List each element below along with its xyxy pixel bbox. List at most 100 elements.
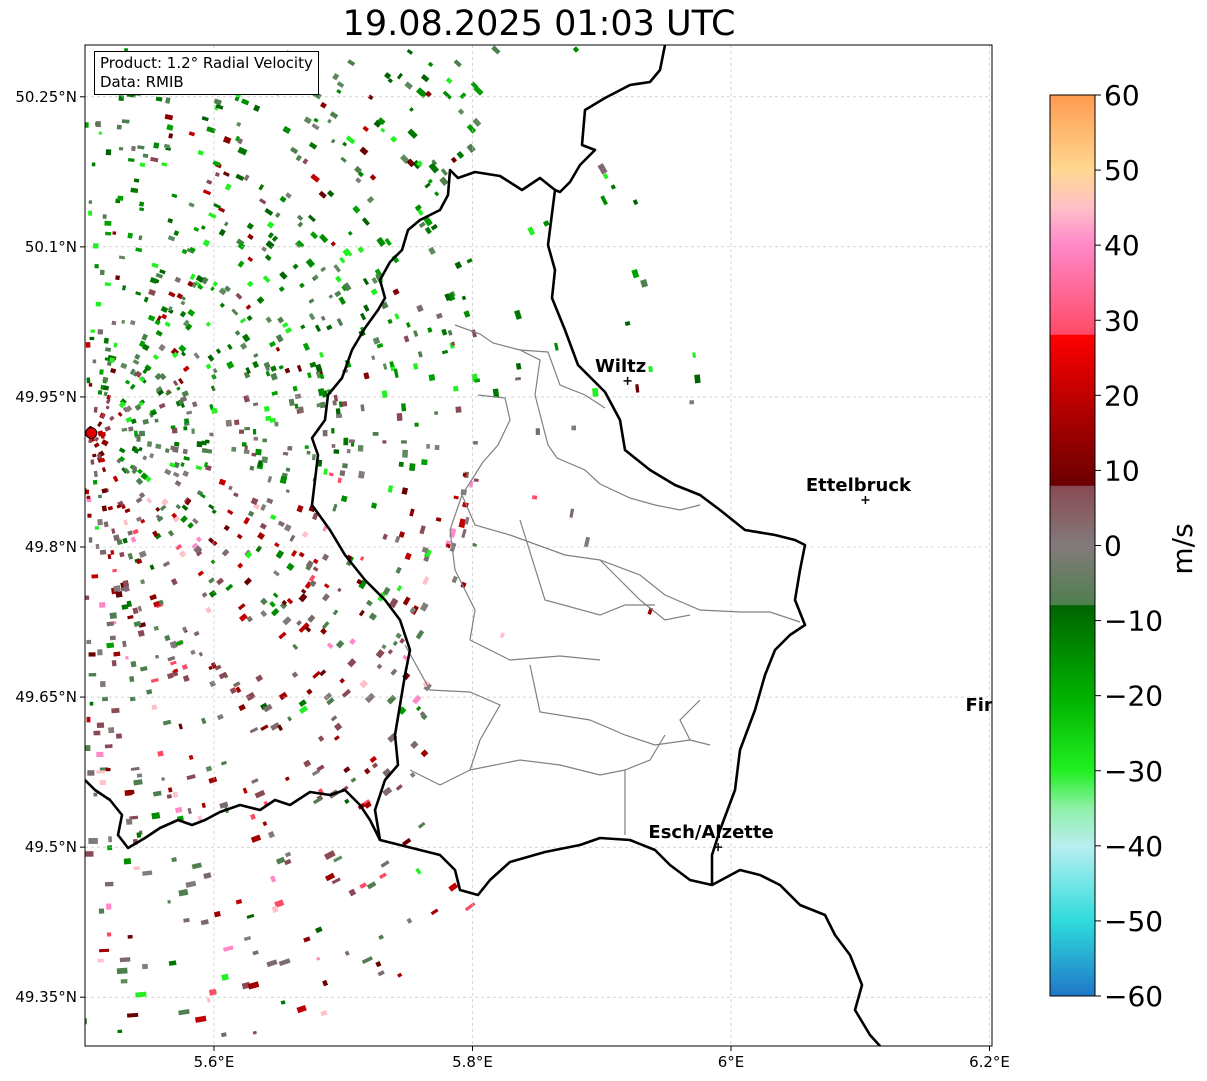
velocity-bin <box>224 183 232 191</box>
velocity-bin <box>197 284 204 290</box>
velocity-bin <box>235 686 242 694</box>
velocity-bin <box>177 399 183 405</box>
velocity-bin <box>390 135 398 143</box>
velocity-bin <box>258 183 265 191</box>
velocity-bin <box>103 521 109 528</box>
velocity-bin <box>157 750 164 757</box>
velocity-bin <box>155 506 161 512</box>
velocity-bin <box>243 174 250 182</box>
velocity-bin <box>138 235 143 241</box>
map-panel[interactable]: Wiltz Ettelbruck Findel Esch/Alzette <box>77 44 1207 1047</box>
velocity-bin <box>123 858 132 865</box>
velocity-bin <box>296 364 303 373</box>
velocity-bin <box>173 230 180 236</box>
velocity-bin <box>206 126 216 134</box>
velocity-bin <box>138 550 147 559</box>
velocity-bin <box>316 956 321 961</box>
velocity-bin <box>290 549 298 557</box>
velocity-bin <box>422 576 430 586</box>
radar-site-marker <box>85 426 98 439</box>
velocity-bin <box>344 950 350 956</box>
velocity-bin <box>132 359 140 366</box>
velocity-bin <box>173 668 179 673</box>
velocity-bin <box>274 899 285 908</box>
velocity-bin <box>151 704 158 711</box>
velocity-bin <box>242 442 247 447</box>
velocity-bin <box>278 958 291 967</box>
velocity-bin <box>413 330 419 337</box>
velocity-bin <box>320 1009 328 1017</box>
velocity-bin <box>377 970 385 977</box>
velocity-bin <box>260 702 269 711</box>
velocity-bin <box>172 446 179 453</box>
velocity-bin <box>103 391 108 397</box>
velocity-bin <box>158 343 166 352</box>
velocity-bin <box>311 454 316 461</box>
velocity-bin <box>404 81 413 90</box>
velocity-bin <box>331 877 341 885</box>
velocity-bin <box>430 223 438 231</box>
velocity-bin <box>262 438 268 443</box>
velocity-bin <box>277 316 285 324</box>
velocity-bin <box>133 620 142 628</box>
velocity-bin <box>341 688 352 698</box>
velocity-bin <box>269 418 276 423</box>
velocity-bin <box>307 614 316 623</box>
velocity-bin <box>206 179 213 185</box>
velocity-bin <box>123 519 129 526</box>
velocity-bin <box>286 597 294 605</box>
velocity-bin <box>171 427 178 434</box>
velocity-bin <box>441 328 448 336</box>
velocity-bin <box>153 142 160 149</box>
velocity-bin <box>97 389 103 395</box>
velocity-bin <box>331 428 335 434</box>
velocity-bin <box>455 406 462 413</box>
velocity-bin <box>319 669 327 677</box>
velocity-bin <box>85 122 89 128</box>
canton-border-echternach <box>639 599 691 621</box>
velocity-bin <box>171 351 179 359</box>
velocity-bin <box>245 304 252 310</box>
velocity-bin <box>201 802 207 809</box>
velocity-bin <box>265 316 273 324</box>
velocity-bin <box>338 296 347 306</box>
velocity-bin <box>339 256 346 264</box>
velocity-bin <box>132 528 139 535</box>
velocity-bin <box>298 551 305 558</box>
velocity-bin <box>416 160 423 167</box>
velocity-bin <box>215 104 224 110</box>
velocity-bin <box>121 285 127 291</box>
velocity-bin <box>343 282 352 292</box>
velocity-bin <box>302 158 309 165</box>
velocity-bin <box>92 479 98 485</box>
velocity-bin <box>190 649 196 656</box>
velocity-bin <box>141 963 149 970</box>
velocity-bin <box>396 412 403 421</box>
velocity-bin <box>200 225 206 230</box>
velocity-bin <box>134 353 141 360</box>
velocity-bin <box>183 456 190 461</box>
velocity-bin <box>278 631 287 640</box>
velocity-bin <box>260 724 269 732</box>
velocity-bin <box>88 838 98 844</box>
velocity-bin <box>302 342 311 351</box>
velocity-bin <box>434 444 440 450</box>
velocity-bin <box>362 125 370 132</box>
velocity-bin <box>380 860 390 868</box>
velocity-bin <box>278 286 285 293</box>
velocity-bin <box>292 263 299 270</box>
velocity-bin <box>197 570 205 577</box>
velocity-bin <box>332 72 340 81</box>
velocity-bin <box>168 291 176 298</box>
velocity-bin <box>280 1000 286 1005</box>
velocity-bin <box>260 597 268 606</box>
velocity-bin <box>117 411 123 417</box>
velocity-bin <box>245 551 253 559</box>
velocity-bin <box>135 291 142 296</box>
velocity-bin <box>108 836 112 843</box>
velocity-bin <box>226 360 235 370</box>
velocity-bin <box>170 425 176 429</box>
velocity-bin <box>92 453 97 458</box>
velocity-bin <box>125 655 129 660</box>
velocity-bin <box>420 74 430 83</box>
